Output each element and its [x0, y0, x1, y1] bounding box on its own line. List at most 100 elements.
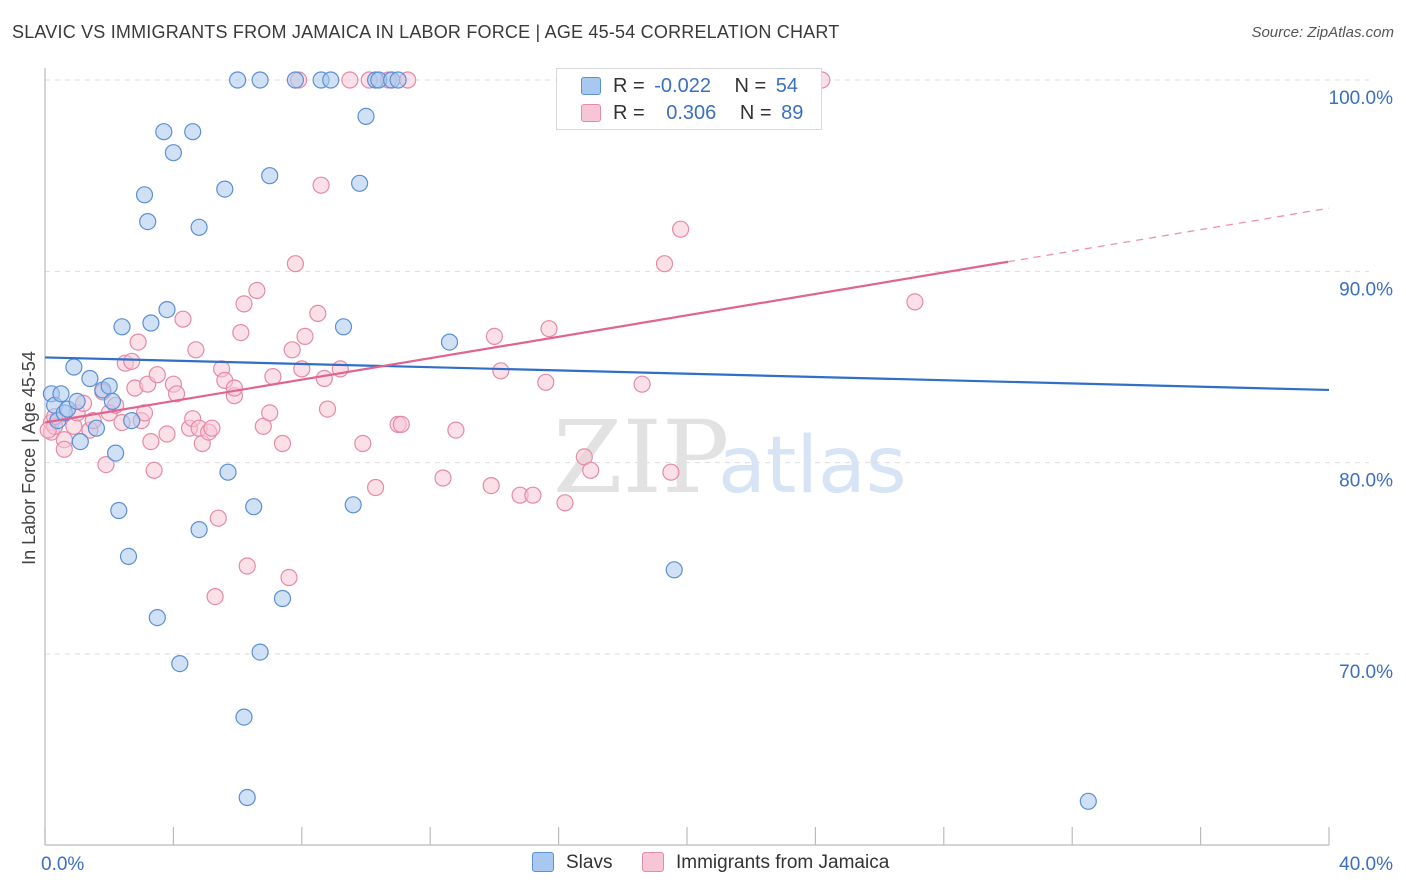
slavs-point [52, 385, 70, 403]
slavs-point [235, 708, 253, 726]
slavs-point [251, 71, 269, 89]
jamaica-point [315, 369, 333, 388]
slavs-point [273, 589, 292, 608]
jamaica-point [225, 379, 243, 397]
jamaica-point [312, 176, 330, 194]
slavs-legend-swatch [532, 852, 554, 872]
jamaica-point [447, 421, 465, 439]
points-layer [39, 71, 1097, 810]
slavs-point [155, 123, 173, 141]
jamaica-point [168, 385, 186, 403]
jamaica-point [341, 71, 359, 89]
jamaica-swatch [581, 104, 601, 122]
stats-legend: R = -0.022 N = 54 R = 0.306 N = 89 [556, 68, 822, 130]
legend-item-jamaica[interactable]: Immigrants from Jamaica [642, 852, 889, 874]
jamaica-point [97, 456, 115, 474]
jamaica-point [540, 320, 558, 338]
jamaica-point [123, 352, 141, 370]
jamaica-point [556, 494, 574, 512]
y-tick-label: 70.0% [1339, 662, 1393, 683]
jamaica-point [206, 587, 224, 606]
slavs-point [389, 71, 407, 89]
jamaica-point [174, 310, 192, 328]
jamaica-trend-line-extension [1007, 207, 1330, 263]
jamaica-point [354, 434, 372, 453]
slavs-point [440, 333, 459, 351]
slavs-point [251, 643, 269, 661]
x-tick-label: 0.0% [41, 854, 84, 875]
watermark: ZIP atlas [553, 399, 907, 516]
slavs-point [190, 218, 208, 236]
watermark-atlas: atlas [718, 421, 907, 511]
jamaica-point [906, 293, 924, 311]
jamaica-point [238, 557, 256, 575]
slavs-point [665, 561, 683, 579]
jamaica-point [318, 400, 337, 418]
jamaica-point [633, 375, 651, 393]
slavs-point [171, 654, 189, 673]
legend-n-label: N = [739, 102, 772, 124]
legend-r-label: R = [613, 75, 645, 97]
jamaica-point [367, 478, 385, 497]
slavs-point [119, 547, 138, 566]
jamaica-point [142, 433, 160, 451]
slavs-point [113, 318, 131, 336]
jamaica-point [662, 463, 680, 481]
slavs-point [158, 301, 176, 319]
jamaica-point [537, 373, 555, 391]
jamaica-point [280, 568, 298, 587]
jamaica-point [283, 341, 301, 359]
slavs-point [238, 788, 256, 807]
slavs-point [322, 71, 340, 89]
jamaica-point [264, 368, 282, 386]
labels-layer: 100.0% 90.0% 80.0% 70.0% 0.0% 40.0% [41, 88, 1393, 875]
slavs-point [68, 392, 86, 410]
jamaica-point [235, 295, 253, 313]
slavs-point [110, 501, 128, 520]
jamaica-point [392, 415, 410, 433]
legend-label-slavs: Slavs [566, 852, 613, 873]
slavs-point [334, 318, 353, 336]
slavs-point [103, 392, 122, 410]
jamaica-point [286, 255, 304, 273]
trend-layer [44, 207, 1330, 424]
jamaica-point [187, 341, 205, 359]
series-legend: Slavs Immigrants from Jamaica [0, 852, 1406, 878]
source-label: Source: ZipAtlas.com [1251, 24, 1394, 41]
axis-layer [44, 68, 1330, 846]
legend-item-slavs[interactable]: Slavs [532, 852, 612, 874]
jamaica-point [248, 281, 266, 300]
y-axis-title: In Labor Force | Age 45-54 [19, 351, 39, 565]
slavs-point [139, 213, 157, 231]
slavs-point [81, 369, 99, 388]
legend-row-jamaica: R = 0.306 N = 89 [581, 102, 803, 125]
jamaica-point [524, 486, 542, 504]
y-tick-label: 100.0% [1329, 88, 1394, 109]
jamaica-legend-swatch [642, 852, 664, 872]
legend-n-value-slavs: 54 [775, 75, 799, 97]
chart-title: SLAVIC VS IMMIGRANTS FROM JAMAICA IN LAB… [12, 22, 840, 42]
jamaica-point [655, 255, 674, 273]
slavs-point [100, 377, 118, 395]
legend-r-value-slavs: -0.022 [654, 75, 711, 97]
slavs-point [219, 463, 237, 481]
jamaica-point [582, 461, 600, 479]
slavs-trend-line [44, 356, 1330, 392]
slavs-point [245, 498, 263, 516]
legend-r-value-jamaica: 0.306 [666, 102, 717, 124]
slavs-point [71, 433, 89, 451]
jamaica-point [296, 327, 314, 345]
legend-label-jamaica: Immigrants from Jamaica [676, 852, 890, 873]
jamaica-point [209, 509, 227, 527]
jamaica-point [129, 333, 147, 351]
slavs-point [123, 412, 141, 430]
jamaica-point [273, 434, 292, 453]
slavs-point [357, 107, 375, 126]
slavs-point [344, 496, 362, 514]
slavs-point [65, 358, 83, 376]
slavs-point [164, 144, 182, 162]
slavs-point [148, 608, 166, 627]
slavs-point [184, 123, 202, 141]
slavs-point [216, 180, 234, 198]
